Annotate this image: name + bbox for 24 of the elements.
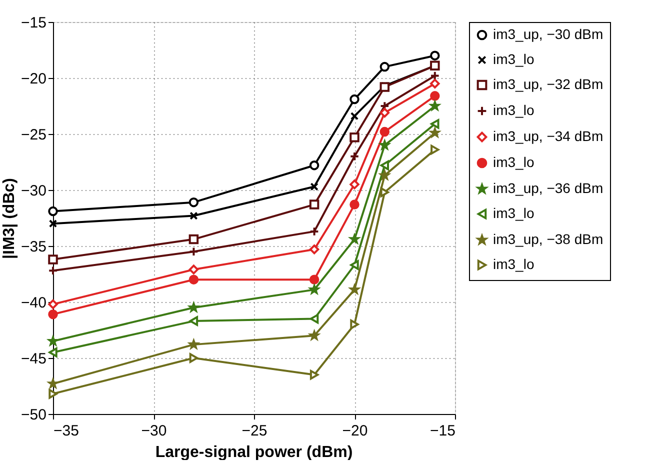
y-tick-label: −15 bbox=[21, 14, 46, 32]
legend-label: im3_lo bbox=[493, 205, 534, 221]
legend-label: im3_lo bbox=[493, 256, 534, 272]
legend-label: im3_up, −32 dBm bbox=[493, 76, 604, 92]
y-tick-label: −45 bbox=[21, 350, 46, 368]
legend-label: im3_up, −38 dBm bbox=[493, 231, 604, 247]
x-tick-label: −30 bbox=[141, 422, 167, 440]
legend-label: im3_lo bbox=[493, 51, 534, 67]
x-tick-label: −15 bbox=[430, 422, 456, 440]
y-tick-label: −50 bbox=[21, 406, 46, 424]
legend-label: im3_lo bbox=[493, 102, 534, 118]
y-tick-label: −20 bbox=[21, 70, 46, 88]
y-tick-label: −30 bbox=[21, 182, 46, 200]
legend-label: im3_up, −34 dBm bbox=[493, 128, 604, 144]
y-axis-title: |IM3| (dBc) bbox=[1, 178, 18, 259]
x-tick-label: −20 bbox=[342, 422, 368, 440]
legend-label: im3_up, −36 dBm bbox=[493, 180, 604, 196]
y-tick-label: −25 bbox=[21, 126, 46, 144]
legend-label: im3_up, −30 dBm bbox=[493, 26, 604, 42]
y-tick-label: −40 bbox=[21, 294, 46, 312]
x-tick-label: −25 bbox=[242, 422, 268, 440]
x-tick-label: −35 bbox=[54, 422, 79, 440]
y-tick-label: −35 bbox=[21, 238, 46, 256]
legend-label: im3_lo bbox=[493, 154, 534, 170]
